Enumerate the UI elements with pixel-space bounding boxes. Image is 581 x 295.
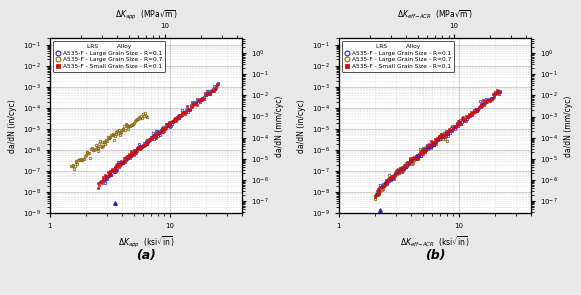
Text: (a): (a) — [136, 248, 156, 261]
Y-axis label: da/dN (in/cyc): da/dN (in/cyc) — [8, 99, 17, 153]
X-axis label: $\Delta K_{app}$  (ksi$\sqrt{\rm in}$): $\Delta K_{app}$ (ksi$\sqrt{\rm in}$) — [117, 234, 174, 250]
X-axis label: $\Delta K_{eff\!-\!ACR}$  (MPa$\sqrt{\rm m}$): $\Delta K_{eff\!-\!ACR}$ (MPa$\sqrt{\rm … — [397, 8, 473, 21]
X-axis label: $\Delta K_{app}$  (MPa$\sqrt{\rm m}$): $\Delta K_{app}$ (MPa$\sqrt{\rm m}$) — [114, 9, 177, 22]
Y-axis label: da/dN (mm/cyc): da/dN (mm/cyc) — [564, 95, 573, 157]
Y-axis label: da/dN (mm/cyc): da/dN (mm/cyc) — [275, 95, 284, 157]
Y-axis label: da/dN (in/cyc): da/dN (in/cyc) — [297, 99, 306, 153]
Text: (b): (b) — [425, 248, 445, 261]
X-axis label: $\Delta K_{eff\!-\!ACR}$  (ksi$\sqrt{\rm in}$): $\Delta K_{eff\!-\!ACR}$ (ksi$\sqrt{\rm … — [400, 234, 470, 249]
Legend: A535-F - Large Grain Size - R=0.1, A535-F - Large Grain Size - R=0.7, A535-F - S: A535-F - Large Grain Size - R=0.1, A535-… — [53, 41, 165, 72]
Legend: A535-F - Large Grain Size - R=0.1, A535-F - Large Grain Size - R=0.7, A535-F - S: A535-F - Large Grain Size - R=0.1, A535-… — [342, 41, 454, 72]
